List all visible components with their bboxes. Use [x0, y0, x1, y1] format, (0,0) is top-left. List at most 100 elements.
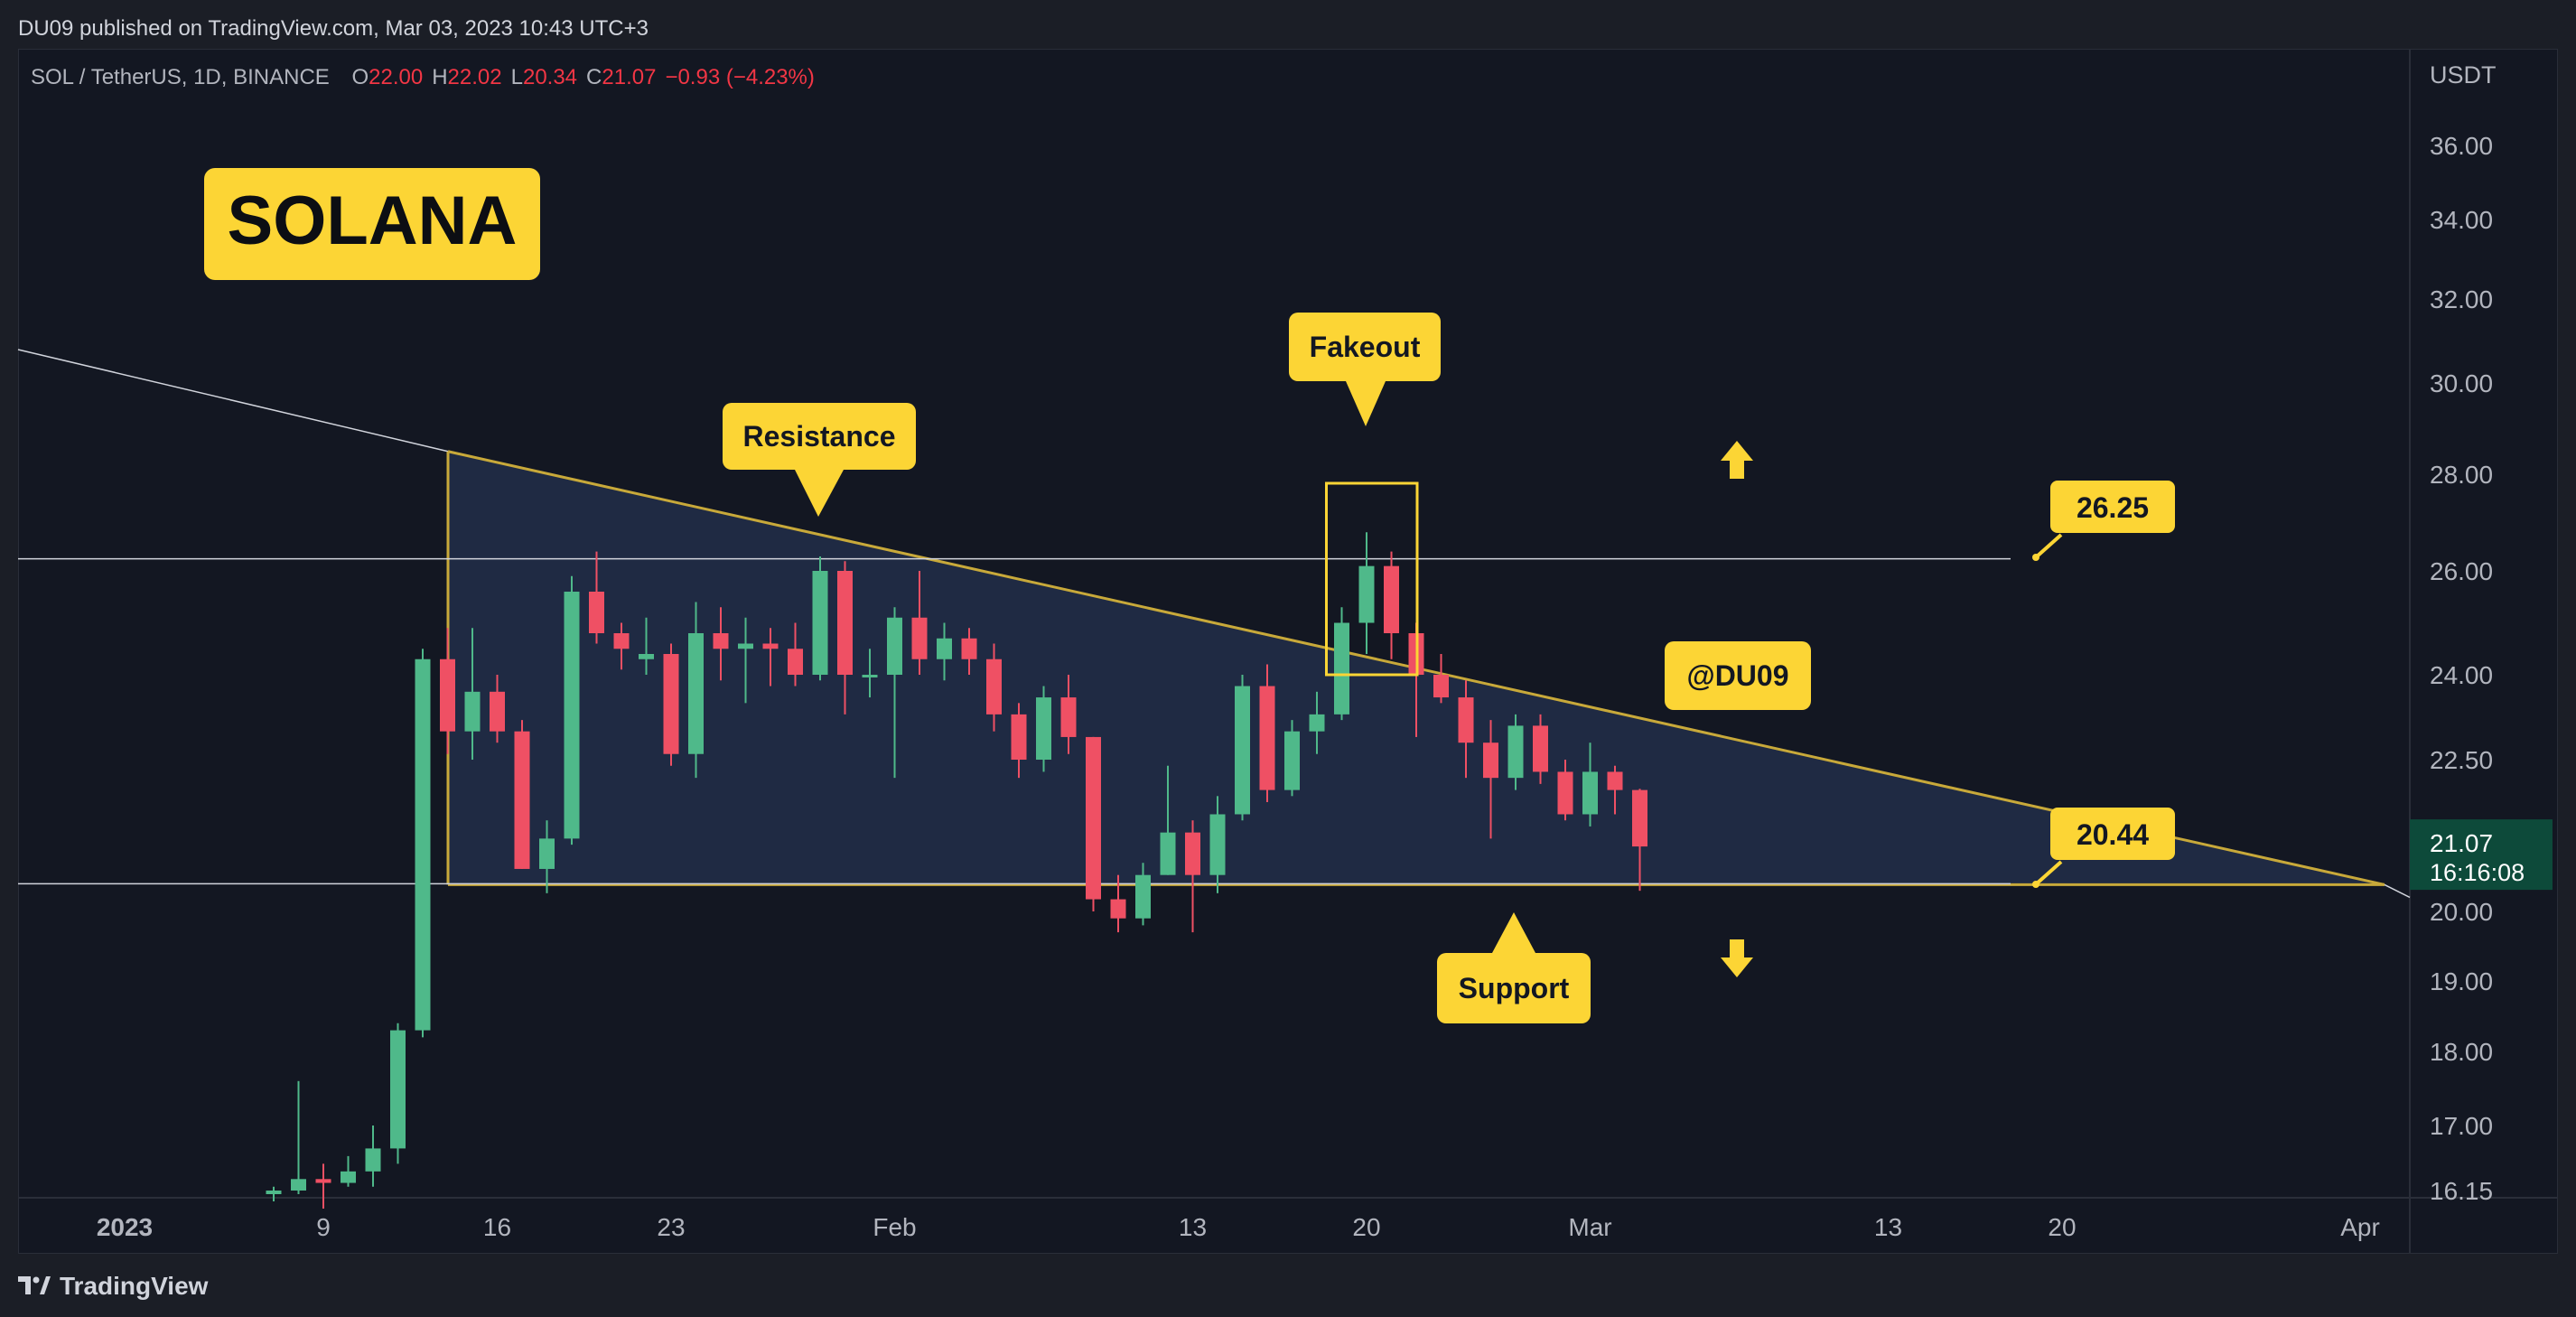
candle: [341, 1155, 356, 1187]
publish-bar: DU09 published on TradingView.com, Mar 0…: [0, 0, 2576, 49]
candle: [1458, 680, 1474, 779]
y-tick-label: 32.00: [2430, 285, 2493, 313]
candle-body: [639, 654, 654, 659]
candle: [937, 622, 952, 681]
current-price-box: [2410, 819, 2553, 891]
candle: [688, 602, 704, 779]
candle-body: [1160, 832, 1176, 875]
candle-body: [341, 1171, 356, 1183]
axis-layer: USDT 36.00 34.00 32.00 30.00 28.00 26.00 24.00 2…: [97, 61, 2553, 1241]
candle-body: [1334, 622, 1349, 715]
candle: [1110, 874, 1126, 933]
candle-body: [887, 617, 902, 675]
symbol-name: SOL / TetherUS, 1D, BINANCE: [31, 65, 330, 89]
candle: [1607, 765, 1623, 815]
tradingview-mark-icon: [18, 1276, 51, 1294]
candle: [986, 643, 1002, 732]
y-tick-label: 28.00: [2430, 461, 2493, 489]
long-term-trendline: [17, 349, 449, 453]
candle-body: [1185, 832, 1200, 875]
candle-body: [688, 633, 704, 754]
level-tag-upper-connector: [2034, 533, 2063, 559]
candle-body: [1557, 771, 1573, 815]
support-callout: Support: [1437, 912, 1591, 1023]
candle: [837, 561, 853, 715]
candle: [1309, 691, 1325, 754]
current-price-value: 21.07: [2430, 829, 2493, 857]
breakout-up-arrow-icon: [1721, 441, 1753, 479]
fakeout-box: [1325, 481, 1419, 677]
y-tick-label: 26.00: [2430, 557, 2493, 585]
candle-body: [713, 633, 729, 649]
candle: [390, 1023, 406, 1164]
y-tick-label: 20.00: [2430, 898, 2493, 926]
candle-body: [663, 654, 679, 754]
candle: [713, 607, 729, 681]
high-value: 22.02: [447, 65, 502, 89]
open-label: O: [351, 65, 369, 89]
candle: [1433, 654, 1449, 704]
high-label: H: [432, 65, 448, 89]
x-tick-label: 23: [657, 1213, 685, 1241]
candle: [1259, 664, 1275, 803]
candle-body: [986, 658, 1002, 715]
candle-body: [1507, 725, 1524, 779]
x-tick-label: 16: [483, 1213, 511, 1241]
y-tick-label: 19.00: [2430, 967, 2493, 995]
candle: [639, 617, 654, 675]
candle-body: [1086, 736, 1101, 900]
fakeout-callout-box: [1289, 313, 1441, 381]
candle-body: [1483, 743, 1498, 779]
fakeout-callout-pointer: [1346, 381, 1386, 426]
candle-body: [911, 617, 928, 659]
candle: [961, 628, 977, 675]
candle-body: [762, 643, 779, 649]
y-tick-label: 18.00: [2430, 1038, 2493, 1066]
annotations-layer: SOLANA Resistance Fakeout Support @DU09 26.25…: [204, 168, 2175, 1023]
x-tick-label: 13: [1874, 1213, 1902, 1241]
candle-body: [1433, 675, 1449, 698]
candle: [911, 571, 928, 675]
y-tick-label: 36.00: [2430, 132, 2493, 160]
candle: [1358, 532, 1375, 654]
candle-body: [365, 1148, 381, 1172]
candle-body: [837, 571, 853, 675]
candle-body: [1533, 725, 1548, 772]
resistance-callout: Resistance: [723, 403, 916, 517]
grid-layer: [19, 50, 2558, 1254]
candle-body: [812, 571, 828, 675]
candle: [1384, 551, 1399, 659]
candle: [415, 649, 431, 1038]
candle: [812, 556, 828, 681]
candle: [1284, 720, 1300, 797]
support-callout-label: Support: [1459, 972, 1570, 1004]
chart-title-text: SOLANA: [228, 182, 518, 259]
candle: [762, 628, 779, 687]
candle-body: [539, 838, 555, 869]
candle: [738, 617, 753, 704]
x-tick-label: Apr: [2340, 1213, 2380, 1241]
close-label: C: [586, 65, 602, 89]
level-tag-lower-label: 20.44: [2077, 818, 2149, 851]
support-callout-pointer: [1492, 912, 1535, 953]
candle: [1507, 714, 1524, 790]
y-tick-label: 24.00: [2430, 661, 2493, 689]
candle: [266, 1186, 282, 1201]
level-tag-lower-anchor: [2032, 881, 2039, 888]
candle-body: [589, 592, 604, 633]
candle-body: [464, 691, 481, 732]
tradingview-logo[interactable]: TradingView: [18, 1272, 208, 1301]
candle: [1160, 765, 1176, 875]
candle-body: [390, 1030, 406, 1149]
candle-body: [315, 1179, 331, 1183]
level-tag-lower-box: [2050, 808, 2175, 860]
y-tick-label: 16.15: [2430, 1177, 2493, 1205]
candle: [589, 551, 604, 644]
candle-body: [788, 649, 803, 675]
candle-body: [1632, 789, 1647, 847]
candle: [1557, 760, 1573, 821]
resistance-callout-pointer: [795, 470, 844, 517]
breakdown-down-arrow-icon: [1721, 939, 1753, 977]
